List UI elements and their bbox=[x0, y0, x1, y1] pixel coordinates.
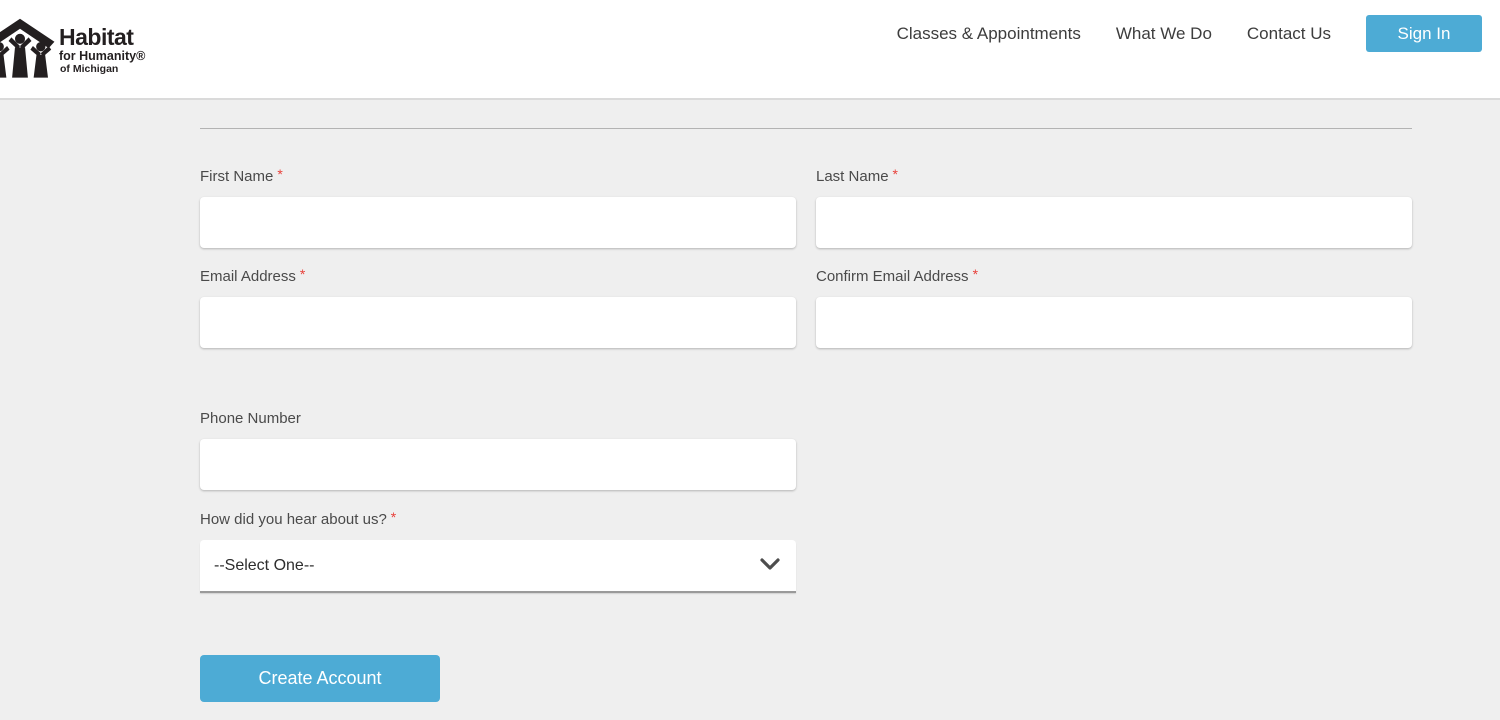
form-top-divider bbox=[200, 128, 1412, 129]
email-field: Email Address * bbox=[200, 266, 796, 348]
confirm-email-label-text: Confirm Email Address bbox=[816, 268, 969, 285]
habitat-logo-icon bbox=[0, 13, 56, 84]
header-nav: Classes & Appointments What We Do Contac… bbox=[897, 15, 1482, 52]
chevron-down-icon bbox=[760, 557, 780, 575]
referral-label-text: How did you hear about us? bbox=[200, 511, 387, 528]
confirm-email-field: Confirm Email Address * bbox=[816, 266, 1412, 348]
referral-label: How did you hear about us? * bbox=[200, 509, 796, 528]
phone-field: Phone Number bbox=[200, 410, 796, 490]
create-account-button[interactable]: Create Account bbox=[200, 655, 440, 702]
first-name-label-text: First Name bbox=[200, 168, 274, 185]
first-name-label: First Name * bbox=[200, 166, 796, 185]
referral-select[interactable]: --Select One-- bbox=[200, 540, 796, 593]
confirm-email-input[interactable] bbox=[816, 297, 1412, 348]
create-account-form: First Name * Last Name * Email Address * bbox=[200, 166, 1412, 702]
logo-line-3: of Michigan bbox=[60, 63, 119, 76]
nav-link-what-we-do[interactable]: What We Do bbox=[1115, 23, 1212, 43]
nav-link-contact-us[interactable]: Contact Us bbox=[1246, 23, 1331, 43]
main-content: First Name * Last Name * Email Address * bbox=[0, 100, 1500, 702]
logo-line-1: Habitat bbox=[59, 24, 134, 50]
required-asterisk: * bbox=[299, 266, 306, 282]
logo-text: Habitat for Humanity® of Michigan bbox=[59, 26, 145, 76]
form-row-phone: Phone Number bbox=[200, 410, 1412, 490]
first-name-input[interactable] bbox=[200, 197, 796, 248]
phone-label: Phone Number bbox=[200, 410, 796, 427]
last-name-input[interactable] bbox=[816, 197, 1412, 248]
last-name-label: Last Name * bbox=[816, 166, 1412, 185]
required-asterisk: * bbox=[972, 266, 979, 282]
required-asterisk: * bbox=[892, 166, 898, 182]
email-label-text: Email Address bbox=[200, 268, 296, 285]
site-header: Habitat for Humanity® of Michigan Classe… bbox=[0, 0, 1500, 100]
required-asterisk: * bbox=[390, 509, 397, 525]
last-name-label-text: Last Name bbox=[816, 168, 889, 185]
logo-line-2: for Humanity® bbox=[59, 49, 146, 63]
email-input[interactable] bbox=[200, 297, 796, 348]
sign-in-button[interactable]: Sign In bbox=[1366, 15, 1482, 52]
form-row-referral: How did you hear about us? * --Select One… bbox=[200, 509, 1412, 593]
form-row-emails: Email Address * Confirm Email Address * bbox=[200, 266, 1412, 348]
first-name-field: First Name * bbox=[200, 166, 796, 248]
email-label: Email Address * bbox=[200, 266, 796, 285]
referral-selected-value: --Select One-- bbox=[214, 556, 315, 574]
nav-link-classes-appointments[interactable]: Classes & Appointments bbox=[896, 23, 1081, 43]
site-logo[interactable]: Habitat for Humanity® of Michigan bbox=[0, 13, 145, 84]
required-asterisk: * bbox=[277, 166, 283, 182]
form-row-names: First Name * Last Name * bbox=[200, 166, 1412, 248]
referral-field: How did you hear about us? * --Select One… bbox=[200, 509, 796, 593]
phone-label-text: Phone Number bbox=[200, 410, 301, 427]
confirm-email-label: Confirm Email Address * bbox=[816, 266, 1412, 285]
phone-input[interactable] bbox=[200, 439, 796, 490]
last-name-field: Last Name * bbox=[816, 166, 1412, 248]
